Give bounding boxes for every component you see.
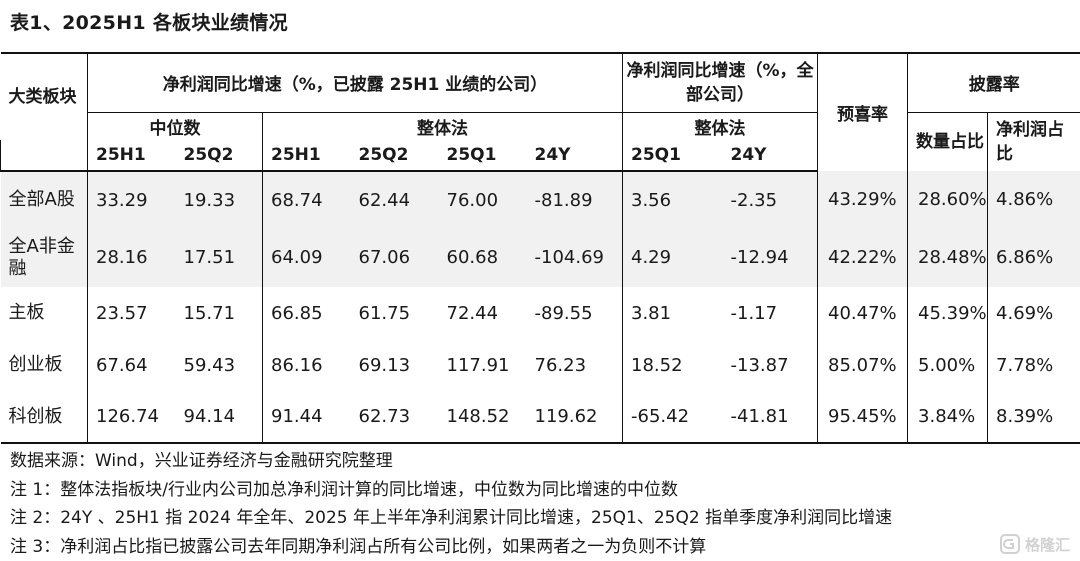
cell-overall-25h1: 91.44	[262, 391, 351, 444]
cell-overall-25h1: 86.16	[262, 339, 351, 391]
header-median: 中位数	[87, 112, 263, 140]
cell-median-25h1: 126.74	[87, 391, 176, 444]
footnote-2: 注 2：24Y 、25H1 指 2024 年全年、2025 年上半年净利润累计同…	[10, 508, 893, 528]
cell-quantity-share: 3.84%	[907, 391, 988, 444]
performance-table: 大类板块 净利润同比增速（%，已披露 25H1 业绩的公司） 净利润同比增速（%…	[0, 52, 1080, 444]
footnote-3: 注 3：净利润占比指已披露公司去年同期净利润占所有公司比例，如果两者之一为负则不…	[10, 536, 707, 557]
cell-overall-25h1: 64.09	[262, 228, 351, 287]
cell-overall-25h1: 68.74	[262, 171, 351, 228]
row-name: 创业板	[8, 354, 63, 375]
header-disclosure-rate: 披露率	[907, 52, 1080, 113]
table-notes: 数据来源：Wind，兴业证券经济与金融研究院整理 注 1：整体法指板块/行业内公…	[10, 447, 1070, 561]
header-overall-25h1: 25H1	[262, 140, 351, 172]
cell-overall-25q1: 60.68	[438, 228, 527, 287]
header-median-25h1: 25H1	[87, 140, 176, 172]
row-name: 科创板	[0, 391, 88, 444]
header-profit-growth-all: 净利润同比增速（%，全部公司）	[621, 52, 818, 113]
footnote-1: 注 1：整体法指板块/行业内公司加总净利润计算的同比增速，中位数为同比增速的中位…	[10, 479, 678, 500]
cell-median-25q2: 59.43	[183, 354, 236, 376]
cell-median-25h1: 28.16	[87, 228, 176, 287]
cell-profit-share: 4.86%	[987, 171, 1080, 228]
cell-overall-25q2: 69.13	[358, 354, 411, 376]
cell-profit-share: 7.78%	[987, 339, 1080, 391]
cell-all-25q1: 18.52	[622, 339, 723, 391]
table-title: 表1、2025H1 各板块业绩情况	[10, 12, 288, 34]
header-all-25q1: 25Q1	[622, 140, 723, 172]
header-prelim-rate: 预喜率	[817, 52, 908, 171]
cell-overall-25h1: 66.85	[262, 287, 351, 339]
cell-all-24y: -41.81	[722, 391, 818, 444]
cell-overall-25q1: 117.91	[446, 354, 510, 376]
cell-overall-24y: 119.62	[526, 391, 623, 444]
cell-overall-24y: -81.89	[526, 171, 623, 228]
cell-overall-25q2: 61.75	[358, 302, 411, 324]
cell-profit-share: 8.39%	[987, 391, 1080, 444]
table-row: 创业板 67.64 59.43 86.16 69.13 117.91 76.23…	[1, 339, 1080, 391]
watermark-text: 格隆汇	[1024, 535, 1070, 554]
header-overall-24y: 24Y	[526, 140, 623, 172]
cell-all-25q1: 3.81	[622, 287, 723, 339]
row-name: 全部A股	[0, 171, 88, 228]
cell-profit-share: 4.69%	[987, 287, 1080, 339]
cell-all-24y: -13.87	[730, 354, 789, 376]
watermark: 格隆汇	[999, 531, 1070, 557]
cell-prelim-rate: 85.07%	[817, 339, 908, 391]
header-overall-25q1: 25Q1	[438, 140, 527, 172]
cell-all-24y: -1.17	[730, 302, 778, 324]
header-category: 大类板块	[0, 52, 88, 140]
header-overall: 整体法	[262, 112, 623, 140]
header-overall-all: 整体法	[621, 112, 818, 140]
cell-quantity-share: 28.60%	[907, 171, 988, 228]
cell-median-25q2: 19.33	[175, 171, 263, 228]
cell-overall-24y: 76.23	[534, 354, 587, 376]
header-median-25q2: 25Q2	[175, 140, 263, 172]
cell-all-25q1: 4.29	[622, 228, 723, 287]
cell-overall-25q2: 62.73	[350, 391, 439, 444]
cell-median-25q2: 94.14	[175, 391, 263, 444]
cell-median-25h1: 33.29	[87, 171, 176, 228]
cell-overall-25q2: 62.44	[350, 171, 439, 228]
cell-all-25q1: 3.56	[622, 171, 723, 228]
watermark-logo-icon	[999, 534, 1020, 554]
header-quantity-share: 数量占比	[907, 112, 988, 171]
table-row: 全部A股 33.29 19.33 68.74 62.44 76.00 -81.8…	[0, 171, 1080, 228]
cell-median-25h1: 67.64	[87, 339, 176, 391]
header-overall-25q2: 25Q2	[350, 140, 439, 172]
cell-median-25h1: 23.57	[87, 287, 176, 339]
cell-all-24y: -2.35	[722, 171, 818, 228]
cell-quantity-share: 45.39%	[907, 287, 988, 339]
source-note: 数据来源：Wind，兴业证券经济与金融研究院整理	[10, 451, 393, 471]
cell-all-25q1: -65.42	[622, 391, 723, 444]
cell-prelim-rate: 95.45%	[817, 391, 908, 444]
row-name: 全A非金融	[0, 228, 88, 287]
table-row: 全A非金融 28.16 17.51 64.09 67.06 60.68 -104…	[0, 228, 1080, 287]
cell-overall-24y: -104.69	[526, 228, 623, 287]
cell-all-24y: -12.94	[722, 228, 818, 287]
cell-quantity-share: 28.48%	[907, 228, 988, 287]
cell-overall-25q2: 67.06	[350, 228, 439, 287]
cell-median-25q2: 17.51	[175, 228, 263, 287]
cell-overall-25q1: 76.00	[438, 171, 527, 228]
cell-overall-25q1: 148.52	[438, 391, 527, 444]
cell-prelim-rate: 42.22%	[817, 228, 908, 287]
row-name: 主板	[8, 302, 45, 323]
cell-prelim-rate: 40.47%	[817, 287, 908, 339]
header-profit-growth-disclosed: 净利润同比增速（%，已披露 25H1 业绩的公司）	[87, 52, 623, 113]
cell-overall-25q1: 72.44	[446, 302, 499, 324]
cell-profit-share: 6.86%	[987, 228, 1080, 287]
table-row: 科创板 126.74 94.14 91.44 62.73 148.52 119.…	[0, 391, 1080, 444]
cell-median-25q2: 15.71	[183, 302, 236, 324]
cell-quantity-share: 5.00%	[907, 339, 988, 391]
table-row: 主板 23.57 15.71 66.85 61.75 72.44 -89.55 …	[1, 287, 1080, 339]
header-profit-share: 净利润占比	[987, 112, 1080, 171]
cell-overall-24y: -89.55	[534, 302, 593, 324]
cell-prelim-rate: 43.29%	[817, 171, 908, 228]
header-all-24y: 24Y	[722, 140, 818, 172]
